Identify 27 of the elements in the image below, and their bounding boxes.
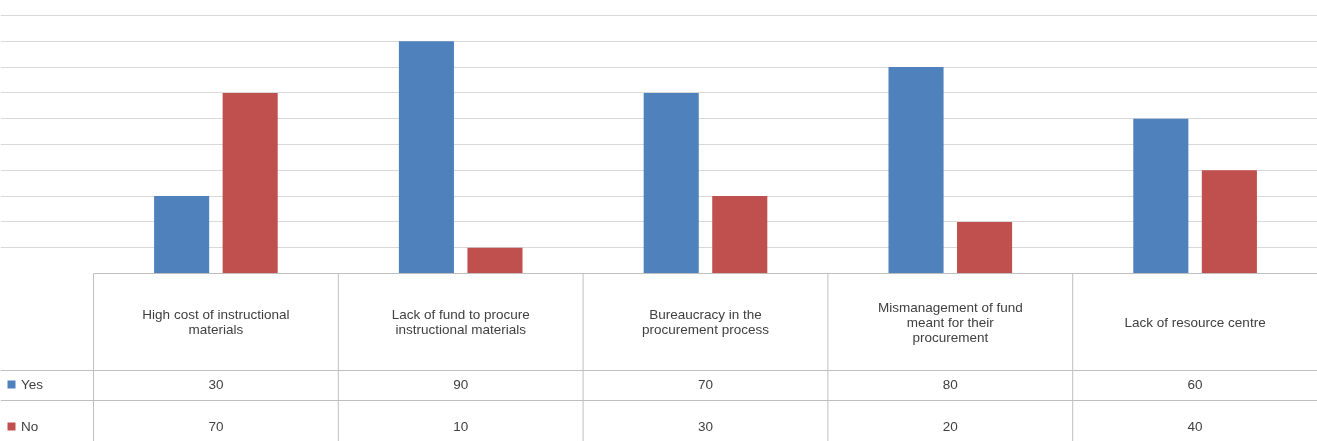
data-label: 40 [1187, 419, 1203, 434]
bar [467, 247, 523, 274]
x-tick-label: Bureaucracy in the procurement process [642, 307, 770, 337]
bar [398, 41, 454, 274]
bar [1133, 118, 1189, 274]
bar [1201, 170, 1257, 274]
x-tick-label: Mismanagement of fund meant for their procurement [877, 299, 1023, 345]
data-label: 60 [1187, 377, 1203, 392]
data-label: 30 [208, 377, 224, 392]
data-label: 30 [697, 419, 714, 434]
legend-label: No [21, 417, 40, 436]
bar [957, 221, 1013, 274]
data-label: 90 [453, 377, 469, 392]
bar [154, 196, 210, 274]
bar [643, 92, 699, 274]
bar [888, 67, 944, 274]
data-label: 70 [208, 419, 224, 434]
x-tick-label: Lack of fund to procure instructional materials [391, 307, 530, 337]
data-label: 20 [942, 419, 958, 434]
bar [222, 92, 278, 274]
data-label: 70 [697, 377, 714, 392]
legend-label: Yes [21, 375, 44, 394]
bar [712, 196, 768, 274]
x-tick-label: High cost of instructional materials [142, 307, 290, 337]
data-label: 10 [453, 419, 469, 434]
x-tick-label: Lack of resource centre [1124, 314, 1266, 330]
data-label: 80 [942, 377, 958, 392]
